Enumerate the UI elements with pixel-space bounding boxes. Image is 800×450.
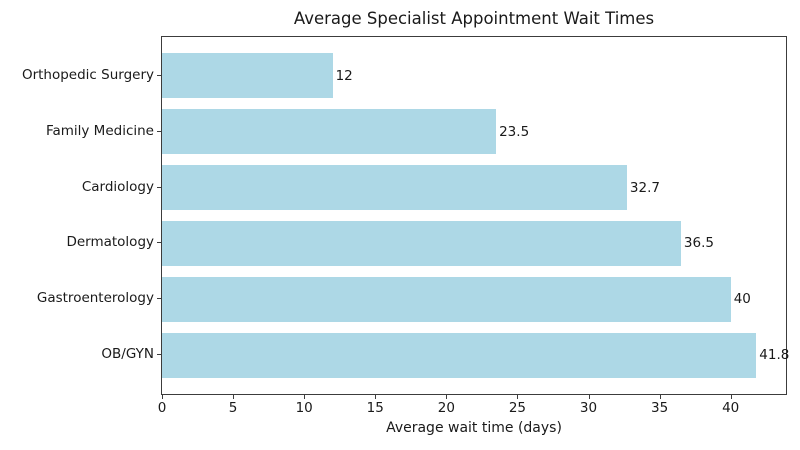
x-tick-label: 10 <box>295 400 313 416</box>
bar <box>162 53 333 98</box>
x-tick-label: 30 <box>579 400 598 416</box>
y-tick-mark <box>157 130 161 132</box>
x-axis-label: Average wait time (days) <box>386 420 562 436</box>
bar-value-label: 36.5 <box>683 235 714 252</box>
y-axis-labels: Orthopedic Surgery Family Medicine Cardiol… <box>0 0 154 450</box>
y-tick-mark <box>157 354 161 356</box>
y-tick-label: Gastroenterology <box>36 290 154 307</box>
plot-area: 12 23.5 32.7 36.5 40 41.8 <box>161 36 790 395</box>
y-tick-label: Family Medicine <box>45 122 154 139</box>
bar-value-label: 23.5 <box>499 123 530 140</box>
bar-value-label: 12 <box>335 67 353 84</box>
x-tick-label: 25 <box>508 400 527 416</box>
x-tick-label: 35 <box>651 400 669 416</box>
y-tick-mark <box>157 242 161 244</box>
x-tick-label: 0 <box>157 400 167 416</box>
y-tick-label: Cardiology <box>81 178 154 195</box>
x-tick-label: 15 <box>366 400 384 416</box>
bar <box>162 221 681 266</box>
bar-value-label: 32.7 <box>629 179 660 196</box>
bar <box>162 333 757 378</box>
x-tick-mark <box>162 395 163 399</box>
x-tick-mark <box>659 395 661 399</box>
bar <box>162 109 497 154</box>
y-tick-label: Dermatology <box>66 234 154 251</box>
y-tick-label: Orthopedic Surgery <box>21 66 154 83</box>
y-tick-mark <box>157 74 161 76</box>
x-tick-label: 20 <box>437 400 455 416</box>
x-tick-label: 40 <box>722 400 740 416</box>
x-tick-mark <box>304 395 306 399</box>
x-tick-mark <box>588 395 590 399</box>
bar <box>162 165 627 210</box>
x-tick-label: 5 <box>228 400 238 416</box>
x-tick-mark <box>446 395 448 399</box>
bar <box>162 277 731 322</box>
x-tick-mark <box>730 395 732 399</box>
x-tick-mark <box>517 395 519 399</box>
x-tick-mark <box>233 395 235 399</box>
y-tick-label: OB/GYN <box>101 346 154 363</box>
chart-title: Average Specialist Appointment Wait Time… <box>293 9 655 28</box>
x-tick-mark <box>375 395 377 399</box>
bar-value-label: 40 <box>733 291 751 308</box>
y-tick-mark <box>157 298 161 300</box>
bar-value-label: 41.8 <box>759 347 790 364</box>
y-tick-mark <box>157 186 161 188</box>
